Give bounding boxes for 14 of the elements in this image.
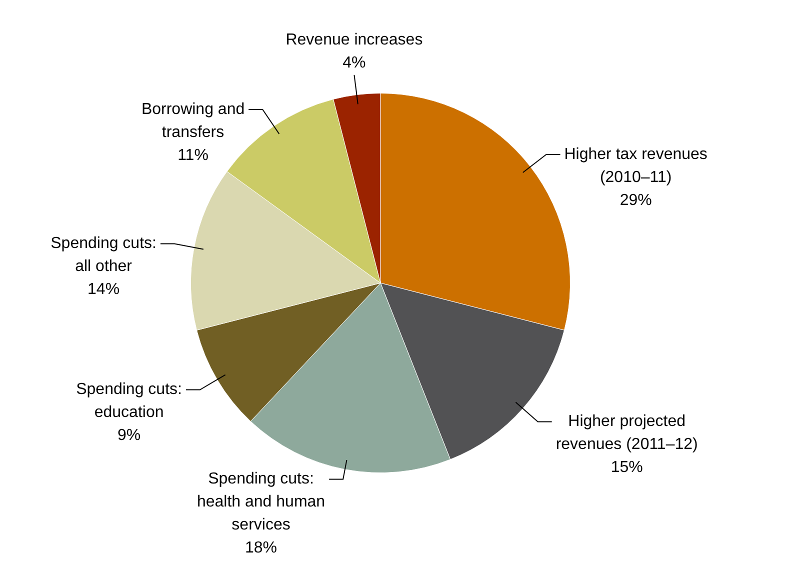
data-label: 15% (610, 459, 643, 476)
data-label: 11% (178, 146, 208, 164)
slice-label: Spending cuts: all other (50, 235, 156, 276)
data-label: 14% (88, 281, 120, 298)
slice-label: Borrowing and transfers (141, 100, 245, 141)
slice-label: Higher projected revenues (2011–12) (556, 413, 698, 454)
data-label: 4% (342, 54, 366, 72)
data-label: 29% (620, 192, 652, 209)
slice-label: Spending cuts: health and human services (196, 470, 326, 534)
data-label: 9% (117, 427, 141, 444)
slice-label: Spending cuts: education (76, 381, 182, 422)
data-label: 18% (245, 540, 278, 557)
slice-label: Higher tax revenues (2010–11) (564, 146, 708, 186)
slice-label: Revenue increases (286, 31, 423, 48)
